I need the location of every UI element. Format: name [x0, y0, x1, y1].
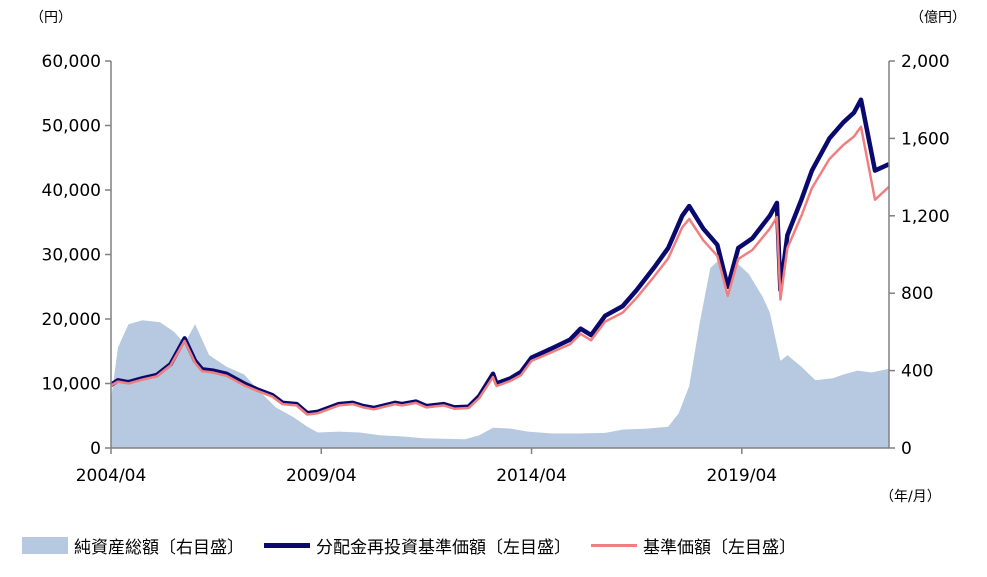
left-y-tick-label: 60,000	[42, 52, 101, 72]
left-y-tick-label: 20,000	[42, 310, 101, 330]
legend-item-reinvested-nav: 分配金再投資基準価額〔左目盛〕	[264, 533, 571, 558]
net-assets-area	[111, 258, 889, 448]
price-lines-layer	[109, 97, 890, 416]
right-axis-unit: （億円）	[910, 10, 966, 26]
left-y-tick-label: 30,000	[42, 246, 101, 266]
legend-item-net-assets: 純資産総額〔右目盛〕	[22, 533, 244, 558]
ticks-layer: 0 10,000 20,000 30,000 40,000 50,000 60,000 0 40…	[42, 52, 950, 486]
legend-swatch-reinvested-nav	[264, 543, 310, 548]
right-y-tick-label: 1,600	[901, 129, 950, 149]
right-y-tick-label: 1,200	[901, 207, 950, 227]
x-tick-label: 2019/04	[706, 466, 777, 486]
nav-line	[110, 125, 890, 416]
right-y-tick-label: 0	[901, 439, 912, 459]
legend: 純資産総額〔右目盛〕 分配金再投資基準価額〔左目盛〕 基準価額〔左目盛〕	[22, 533, 816, 558]
legend-label-nav: 基準価額〔左目盛〕	[643, 538, 796, 558]
x-tick-label: 2014/04	[496, 466, 567, 486]
right-y-tick-label: 400	[901, 362, 933, 382]
right-y-tick-label: 2,000	[901, 52, 950, 72]
left-y-tick-label: 10,000	[42, 375, 101, 395]
legend-swatch-nav	[591, 544, 637, 547]
legend-item-nav: 基準価額〔左目盛〕	[591, 533, 796, 558]
left-y-tick-label: 0	[90, 439, 101, 459]
left-y-tick-label: 40,000	[42, 181, 101, 201]
right-y-tick-label: 800	[901, 284, 933, 304]
left-axis-unit: （円）	[30, 10, 72, 26]
legend-label-net-assets: 純資産総額〔右目盛〕	[74, 538, 244, 558]
net-assets-area-layer	[111, 258, 889, 448]
x-axis-unit: （年/月）	[880, 489, 941, 505]
x-tick-label: 2009/04	[286, 466, 357, 486]
x-tick-label: 2004/04	[76, 466, 147, 486]
left-y-tick-label: 50,000	[42, 117, 101, 137]
legend-swatch-net-assets	[22, 537, 68, 554]
legend-label-reinvested-nav: 分配金再投資基準価額〔左目盛〕	[316, 538, 571, 558]
